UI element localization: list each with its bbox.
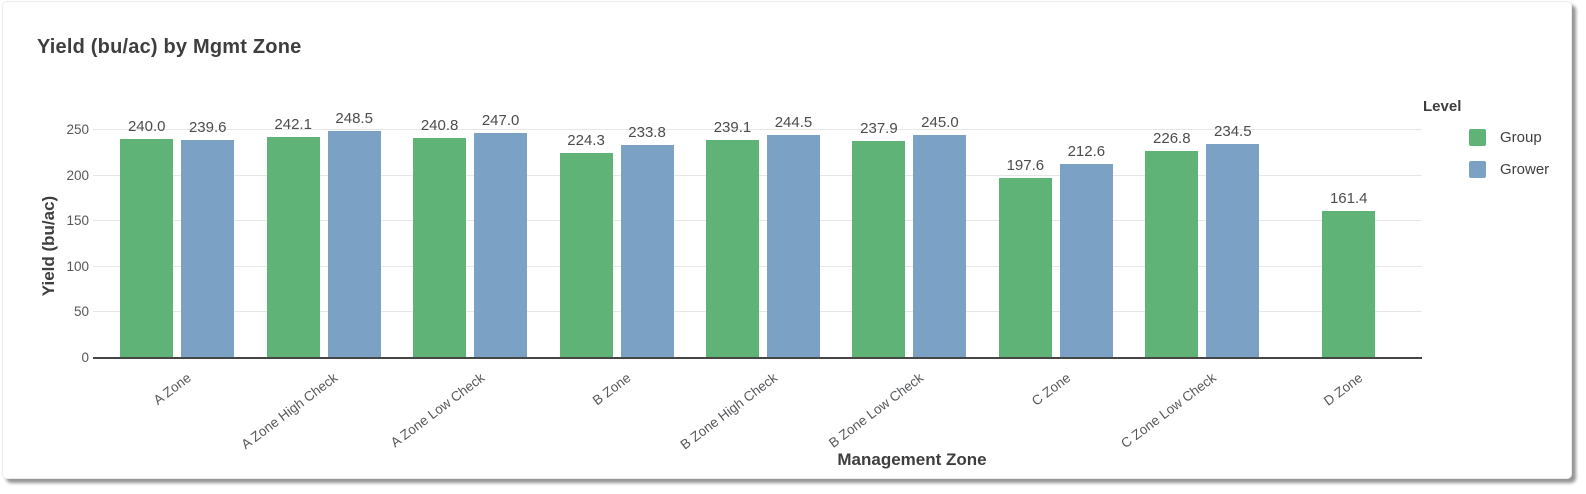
bar-group-b-zone-low-check[interactable]: 237.9 bbox=[852, 120, 906, 358]
legend-label: Group bbox=[1500, 129, 1542, 146]
bar-grower-b-zone-high-check[interactable]: 244.5 bbox=[766, 114, 820, 358]
bar-group: 224.3 233.8 B Zone bbox=[543, 124, 689, 408]
bar-grower-a-zone-high-check[interactable]: 248.5 bbox=[327, 110, 381, 358]
bar-group-d-zone[interactable]: 161.4 bbox=[1322, 190, 1376, 358]
x-tick-label: D Zone bbox=[1321, 370, 1366, 409]
gridline bbox=[93, 129, 1422, 130]
y-tick-label: 250 bbox=[66, 122, 89, 137]
bar-group: 237.9 245.0 B Zone Low Check bbox=[826, 114, 982, 451]
y-tick-label: 50 bbox=[73, 304, 89, 320]
bar-grower-a-zone-low-check[interactable]: 247.0 bbox=[474, 112, 528, 358]
bar-value-label: 234.5 bbox=[1214, 123, 1252, 141]
x-tick-label: B Zone High Check bbox=[677, 370, 780, 453]
x-tick-label: A Zone High Check bbox=[238, 370, 341, 452]
y-tick-label: 100 bbox=[66, 258, 89, 274]
legend-swatch-grower bbox=[1469, 161, 1486, 178]
legend: Level Group Grower bbox=[1423, 98, 1549, 193]
x-axis-line bbox=[93, 357, 1422, 359]
bar-group: 242.1 248.5 A Zone High Check bbox=[239, 110, 396, 452]
bar-value-label: 161.4 bbox=[1329, 189, 1368, 207]
chart-card: Yield (bu/ac) by Mgmt Zone Yield (bu/ac)… bbox=[2, 1, 1572, 479]
y-axis-title-text: Yield (bu/ac) bbox=[39, 195, 58, 297]
bar-group-a-zone-high-check[interactable]: 242.1 bbox=[266, 116, 320, 358]
x-tick-label: C Zone bbox=[1028, 370, 1073, 409]
legend-item-grower[interactable]: Grower bbox=[1469, 161, 1549, 178]
x-tick-label: B Zone bbox=[589, 370, 634, 409]
x-tick-label: C Zone Low Check bbox=[1118, 370, 1220, 452]
x-tick-label: A Zone bbox=[151, 370, 195, 408]
plot-area: 240.0 239.6 A Zone 242.1 248.5 A Zone High Ch… bbox=[66, 110, 1422, 452]
bar-group: 161.4 D Zone bbox=[1276, 130, 1422, 409]
x-tick-label: B Zone Low Check bbox=[826, 370, 927, 451]
bar-value-label: 239.1 bbox=[713, 118, 752, 136]
bar-group: 197.6 212.6 C Zone bbox=[983, 130, 1129, 409]
legend-item-group[interactable]: Group bbox=[1469, 129, 1549, 146]
bar-grower-b-zone-low-check[interactable]: 245.0 bbox=[913, 114, 967, 358]
bar-value-label: 248.5 bbox=[335, 110, 373, 128]
bar-value-label: 233.8 bbox=[628, 123, 666, 141]
x-tick-label: A Zone Low Check bbox=[387, 370, 488, 451]
bar-group-a-zone[interactable]: 240.0 bbox=[120, 118, 174, 358]
bar-grower-b-zone[interactable]: 233.8 bbox=[620, 124, 674, 358]
bar-value-label: 197.6 bbox=[1006, 156, 1045, 174]
bar-group-c-zone-low-check[interactable]: 226.8 bbox=[1145, 130, 1199, 358]
bar-grower-c-zone-low-check[interactable]: 234.5 bbox=[1206, 123, 1260, 358]
bar-group-b-zone[interactable]: 224.3 bbox=[559, 132, 613, 358]
bar-value-label: 242.1 bbox=[274, 116, 312, 134]
bar-group-a-zone-low-check[interactable]: 240.8 bbox=[413, 117, 467, 358]
bar-value-label: 212.6 bbox=[1067, 143, 1106, 161]
bar-value-label: 240.0 bbox=[127, 118, 166, 136]
bar-group: 239.1 244.5 B Zone High Check bbox=[677, 114, 836, 452]
bar-value-label: 237.9 bbox=[860, 120, 898, 138]
y-tick-label: 200 bbox=[66, 167, 89, 183]
bar-value-label: 239.6 bbox=[188, 118, 227, 136]
bar-value-label: 240.8 bbox=[420, 117, 459, 135]
bar-value-label: 245.0 bbox=[921, 113, 959, 131]
legend-items: Group Grower bbox=[1423, 129, 1549, 178]
chart-title: Yield (bu/ac) by Mgmt Zone bbox=[37, 36, 302, 58]
legend-title: Level bbox=[1423, 98, 1462, 115]
bar-grower-c-zone[interactable]: 212.6 bbox=[1059, 143, 1113, 358]
bar-value-label: 224.3 bbox=[567, 132, 605, 150]
bar-grower-a-zone[interactable]: 239.6 bbox=[181, 119, 235, 358]
x-axis-title: Management Zone bbox=[837, 450, 987, 469]
bar-group: 240.8 247.0 A Zone Low Check bbox=[388, 112, 543, 450]
bar-value-label: 226.8 bbox=[1153, 130, 1191, 148]
legend-label: Grower bbox=[1500, 161, 1550, 178]
bar-group: 226.8 234.5 C Zone Low Check bbox=[1119, 123, 1275, 451]
y-tick-label: 0 bbox=[81, 350, 89, 365]
bar-value-label: 247.0 bbox=[481, 111, 520, 129]
bar-value-label: 244.5 bbox=[774, 114, 813, 132]
legend-swatch-group bbox=[1469, 129, 1486, 146]
y-tick-label: 150 bbox=[66, 213, 89, 229]
bar-group-c-zone[interactable]: 197.6 bbox=[998, 157, 1052, 358]
bar-group-b-zone-high-check[interactable]: 239.1 bbox=[705, 119, 759, 358]
bar-group: 240.0 239.6 A Zone bbox=[104, 118, 250, 408]
bar-groups: 240.0 239.6 A Zone 242.1 248.5 A Zone High Ch… bbox=[104, 110, 1422, 452]
